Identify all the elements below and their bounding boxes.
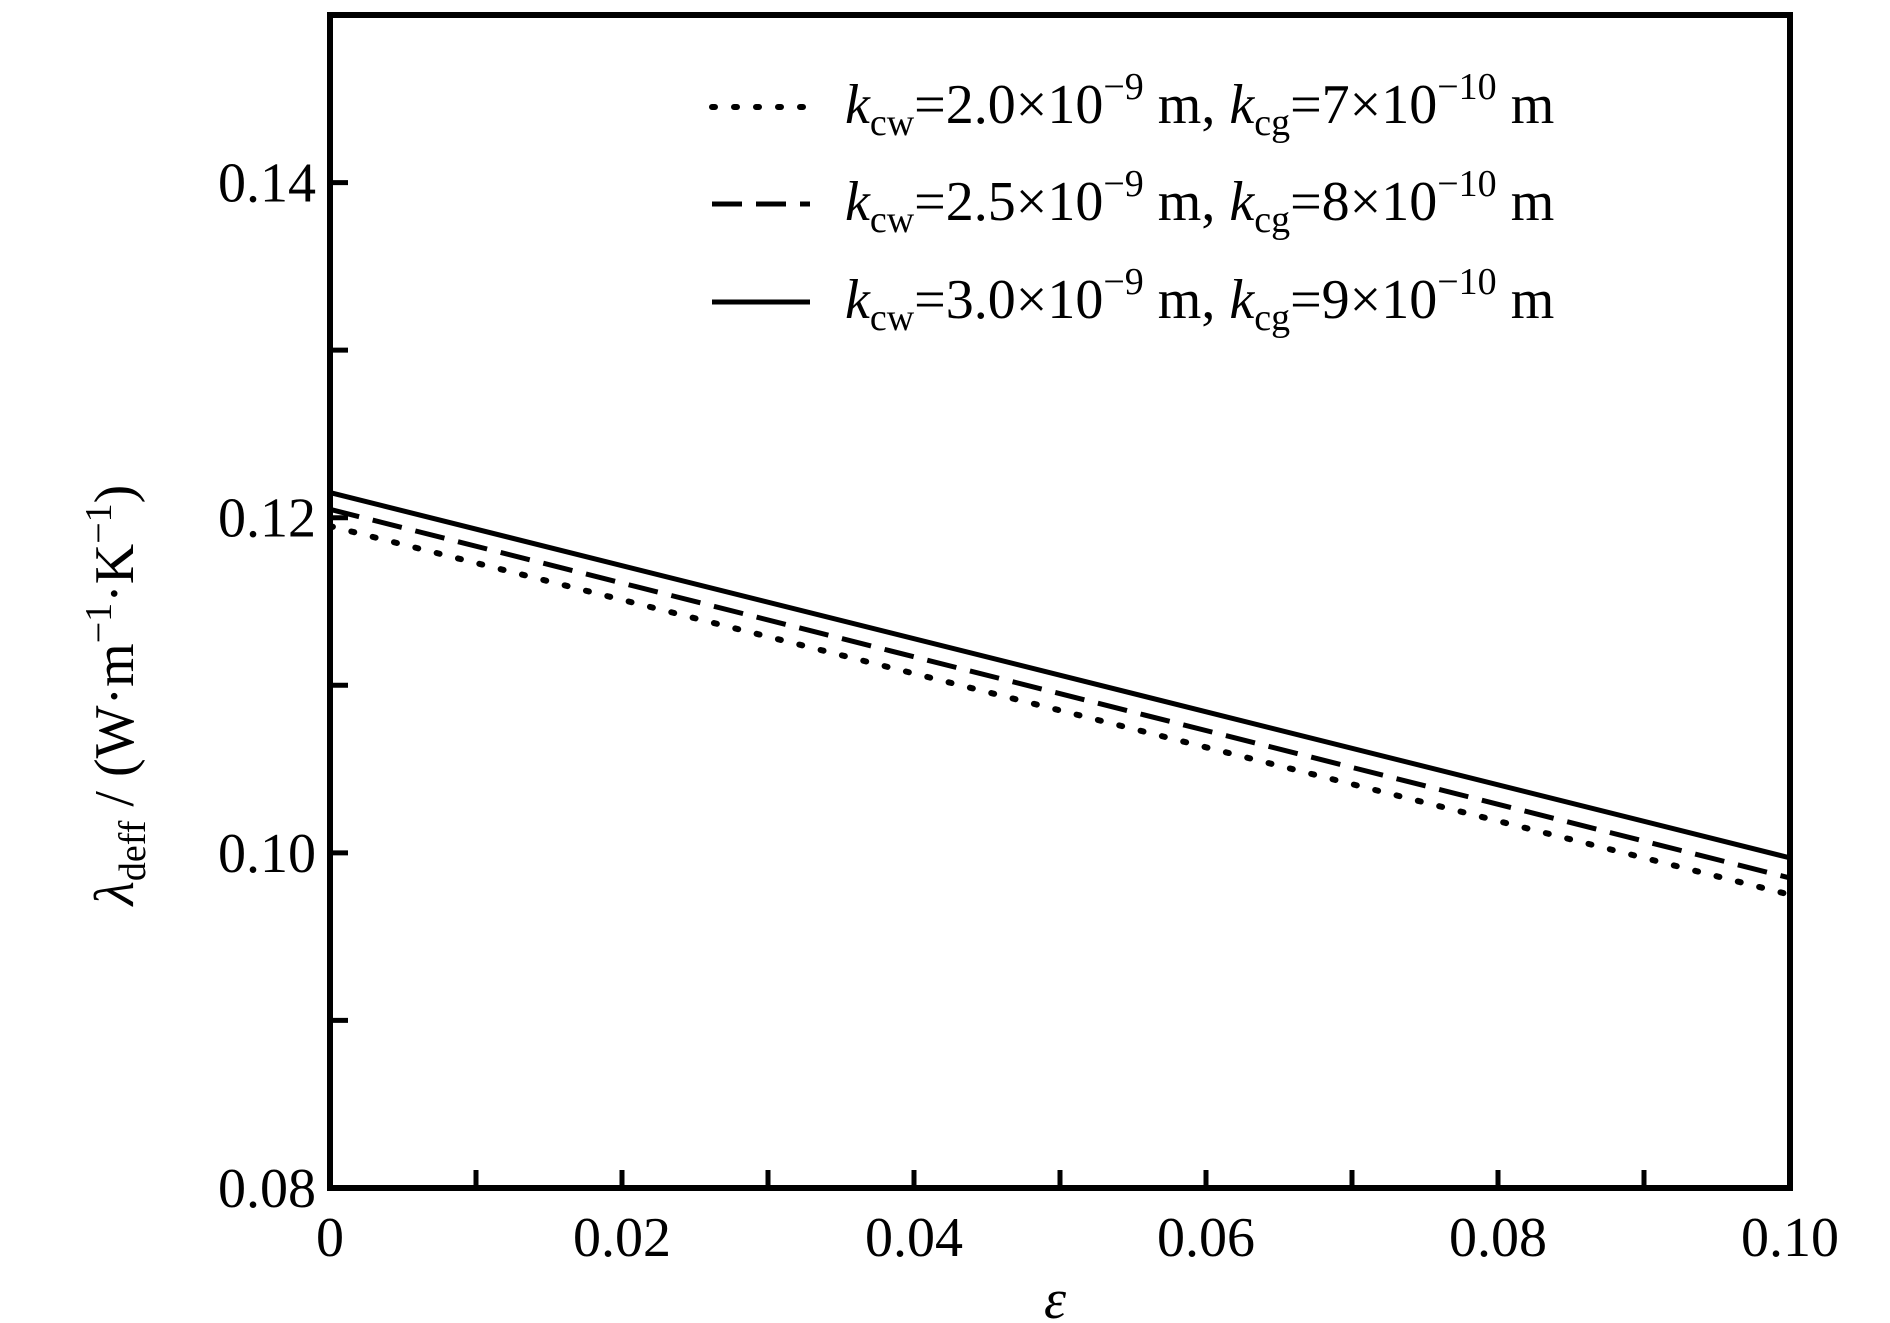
x-axis-title: ε — [1044, 1269, 1067, 1323]
y-tick-label: 0.14 — [218, 153, 316, 215]
y-axis-unit-exp2: −1 — [78, 503, 120, 543]
legend: kcw=2.0×10−9 m, kcg=7×10−10 m kcw=2.5×10−… — [709, 66, 1554, 339]
legend-entry: kcw=2.5×10−9 m, kcg=8×10−10 m — [845, 163, 1554, 241]
y-axis-subscript: deff — [112, 820, 154, 881]
x-tick-label: 0.08 — [1449, 1207, 1547, 1269]
y-axis-unit-close: ) — [84, 485, 146, 504]
y-tick-label: 0.08 — [218, 1158, 316, 1220]
x-tick-label: 0.06 — [1157, 1207, 1255, 1269]
legend-entry: kcw=2.0×10−9 m, kcg=7×10−10 m — [845, 66, 1554, 144]
x-tick-label: 0.04 — [865, 1207, 963, 1269]
y-tick-label: 0.12 — [218, 488, 316, 550]
y-axis-unit-mid: ·K — [84, 544, 146, 603]
axis-ticks — [327, 180, 1793, 1191]
tick-labels: 0 0.02 0.04 0.06 0.08 0.10 0.08 0.10 0.12 0.14 — [218, 153, 1839, 1269]
series-layer — [327, 490, 1793, 898]
plot-frame — [327, 12, 1793, 1191]
y-axis-unit-open: / (W·m — [84, 643, 146, 820]
y-tick-label: 0.10 — [218, 823, 316, 885]
x-tick-label: 0.10 — [1741, 1207, 1839, 1269]
legend-entry: kcw=3.0×10−9 m, kcg=9×10−10 m — [845, 261, 1554, 339]
series-line-dashed — [329, 506, 1791, 881]
y-axis-unit-exp1: −1 — [78, 603, 120, 643]
y-axis-symbol: λ — [84, 881, 146, 907]
series-line-solid — [329, 490, 1791, 861]
x-tick-label: 0.02 — [573, 1207, 671, 1269]
x-tick-label: 0 — [316, 1207, 344, 1269]
y-axis-title: λdeff / (W·m−1·K−1) — [78, 485, 154, 908]
series-line-dotted — [327, 523, 1793, 898]
